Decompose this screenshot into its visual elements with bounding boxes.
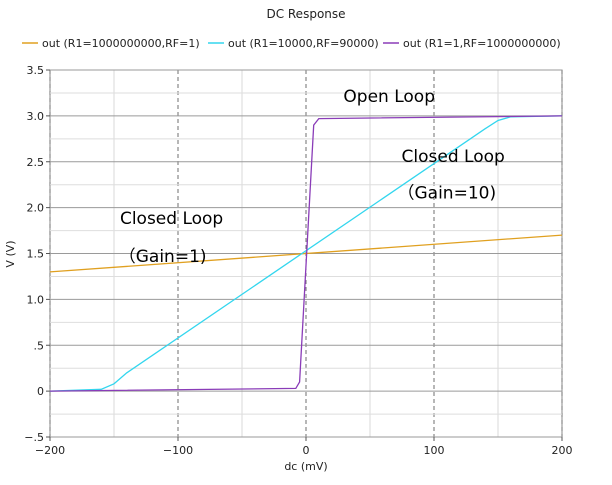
series-line: [49, 115, 563, 392]
y-tick-label: 0: [37, 385, 44, 398]
y-axis-ticks: −.5 0 .5 1.0 1.5 2.0 2.5 3.0 3.5: [24, 64, 50, 444]
series-group: [49, 115, 563, 392]
annotations: Open Loop Closed Loop （Gain=10) Closed Loop…: [119, 87, 505, 267]
x-tick-label: 200: [552, 444, 573, 457]
x-axis-ticks: −200 −100 0 100 200: [35, 437, 573, 457]
annotation-label: Closed Loop: [402, 147, 505, 167]
y-tick-label: 2.5: [27, 156, 45, 169]
legend-entry: out (R1=1000000000,RF=1): [42, 37, 200, 50]
annotation-label: Closed Loop: [120, 209, 223, 229]
x-axis-label: dc (mV): [284, 460, 327, 473]
annotation-label: （Gain=1): [119, 247, 207, 267]
y-tick-label: 3.0: [27, 110, 45, 123]
legend: out (R1=1000000000,RF=1) out (R1=10000,RF…: [22, 37, 561, 50]
x-tick-label: 100: [424, 444, 445, 457]
chart-title: DC Response: [266, 7, 345, 21]
y-tick-label: 1.5: [27, 248, 45, 261]
y-tick-label: 1.0: [27, 293, 45, 306]
annotation-label: Open Loop: [343, 87, 435, 107]
x-tick-label: 0: [303, 444, 310, 457]
y-tick-label: −.5: [24, 431, 44, 444]
series-line: [49, 115, 563, 392]
legend-entry: out (R1=10000,RF=90000): [228, 37, 379, 50]
y-tick-label: .5: [34, 339, 45, 352]
x-tick-label: −100: [163, 444, 193, 457]
legend-entry: out (R1=1,RF=1000000000): [403, 37, 561, 50]
annotation-label: （Gain=10): [397, 183, 496, 203]
y-axis-label: V (V): [4, 240, 17, 267]
y-tick-label: 3.5: [27, 64, 45, 77]
y-tick-label: 2.0: [27, 202, 45, 215]
x-tick-label: −200: [35, 444, 65, 457]
